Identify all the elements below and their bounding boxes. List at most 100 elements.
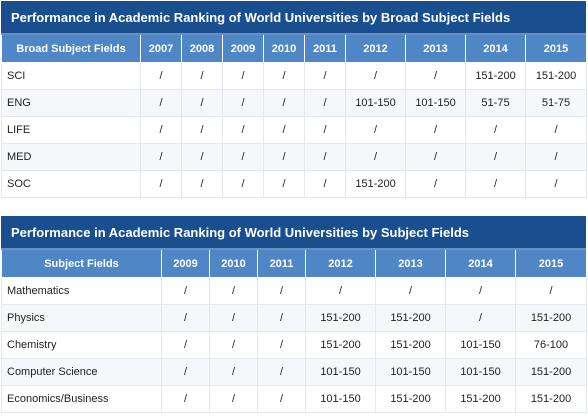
table-cell: 151-200	[525, 62, 587, 90]
table-cell: /	[209, 358, 258, 386]
column-header: 2010	[209, 250, 258, 278]
table-cell: /	[263, 143, 305, 171]
column-header: 2015	[515, 250, 587, 278]
table-cell: /	[222, 62, 264, 90]
table-cell: 101-150	[345, 89, 406, 117]
table-cell: /	[445, 304, 516, 332]
table-cell: 151-200	[445, 385, 516, 413]
table-cell: /	[257, 304, 306, 332]
table-cell: /	[405, 116, 466, 144]
column-header: 2013	[375, 250, 446, 278]
row-label: Physics	[1, 304, 162, 332]
table-cell: 101-150	[305, 358, 376, 386]
broad-subject-fields-table: Broad Subject Fields 2007 2008 2009 2010…	[1, 35, 587, 198]
column-header: 2014	[445, 250, 516, 278]
table-cell: 101-150	[305, 385, 376, 413]
table-cell: /	[465, 116, 526, 144]
table-cell: /	[209, 304, 258, 332]
column-header: Subject Fields	[1, 250, 162, 278]
column-header: 2015	[525, 35, 587, 63]
subject-fields-table: Subject Fields 2009 2010 2011 2012 2013 …	[1, 250, 587, 413]
table-cell: 151-200	[305, 331, 376, 359]
table-cell: /	[304, 143, 346, 171]
table-cell: 76-100	[515, 331, 587, 359]
broad-subject-fields-panel: Performance in Academic Ranking of World…	[1, 1, 587, 198]
table-cell: /	[257, 358, 306, 386]
column-header: 2012	[345, 35, 406, 63]
table-cell: /	[257, 385, 306, 413]
table-cell: /	[222, 116, 264, 144]
column-header: 2009	[161, 250, 210, 278]
column-header: 2012	[305, 250, 376, 278]
table-row: SOC / / / / / 151-200 / / /	[1, 170, 587, 198]
table-cell: /	[345, 143, 406, 171]
table-cell: 101-150	[445, 358, 516, 386]
row-label: SOC	[1, 170, 141, 198]
table-row: Physics / / / 151-200 151-200 / 151-200	[1, 304, 587, 332]
table-cell: /	[181, 62, 223, 90]
table-cell: 151-200	[345, 170, 406, 198]
table-cell: /	[263, 170, 305, 198]
table-cell: /	[257, 331, 306, 359]
table-cell: 151-200	[375, 304, 446, 332]
table-header-row: Broad Subject Fields 2007 2008 2009 2010…	[1, 35, 587, 63]
column-header: 2013	[405, 35, 466, 63]
table-cell: /	[140, 170, 182, 198]
table-cell: 101-150	[375, 358, 446, 386]
table-row: ENG / / / / / 101-150 101-150 51-75 51-7…	[1, 89, 587, 117]
table-cell: /	[181, 170, 223, 198]
table-cell: /	[209, 331, 258, 359]
table-cell: /	[161, 358, 210, 386]
subject-fields-panel: Performance in Academic Ranking of World…	[1, 216, 587, 413]
table-cell: /	[465, 170, 526, 198]
table-cell: /	[263, 116, 305, 144]
table-cell: 151-200	[515, 385, 587, 413]
table-row: LIFE / / / / / / / / /	[1, 116, 587, 144]
column-header: 2011	[257, 250, 306, 278]
table-cell: /	[304, 170, 346, 198]
row-label: LIFE	[1, 116, 141, 144]
table-cell: /	[140, 89, 182, 117]
table-cell: /	[181, 89, 223, 117]
table-row: Chemistry / / / 151-200 151-200 101-150 …	[1, 331, 587, 359]
table-row: MED / / / / / / / / /	[1, 143, 587, 171]
table-cell: /	[305, 277, 376, 305]
table-cell: /	[222, 170, 264, 198]
table-cell: /	[375, 277, 446, 305]
table-cell: /	[525, 116, 587, 144]
column-header: 2007	[140, 35, 182, 63]
table-cell: /	[304, 62, 346, 90]
table-cell: 151-200	[515, 358, 587, 386]
table-cell: /	[161, 304, 210, 332]
table-cell: /	[263, 62, 305, 90]
broad-subject-fields-title: Performance in Academic Ranking of World…	[1, 1, 586, 35]
table-cell: /	[222, 143, 264, 171]
table-cell: /	[405, 170, 466, 198]
table-cell: /	[304, 89, 346, 117]
table-cell: 151-200	[515, 304, 587, 332]
column-header: Broad Subject Fields	[1, 35, 141, 63]
table-cell: /	[515, 277, 587, 305]
table-cell: 151-200	[305, 304, 376, 332]
column-header: 2014	[465, 35, 526, 63]
table-cell: /	[161, 277, 210, 305]
table-cell: /	[345, 116, 406, 144]
row-label: Economics/Business	[1, 385, 162, 413]
table-cell: 151-200	[375, 385, 446, 413]
table-cell: 101-150	[445, 331, 516, 359]
table-cell: /	[525, 170, 587, 198]
table-row: Economics/Business / / / 101-150 151-200…	[1, 385, 587, 413]
table-cell: /	[405, 62, 466, 90]
table-cell: /	[304, 116, 346, 144]
column-header: 2011	[304, 35, 346, 63]
column-header: 2008	[181, 35, 223, 63]
table-cell: /	[525, 143, 587, 171]
column-header: 2010	[263, 35, 305, 63]
table-cell: /	[222, 89, 264, 117]
table-cell: 51-75	[525, 89, 587, 117]
table-cell: /	[140, 62, 182, 90]
table-cell: /	[465, 143, 526, 171]
table-cell: 51-75	[465, 89, 526, 117]
table-header-row: Subject Fields 2009 2010 2011 2012 2013 …	[1, 250, 587, 278]
row-label: Chemistry	[1, 331, 162, 359]
